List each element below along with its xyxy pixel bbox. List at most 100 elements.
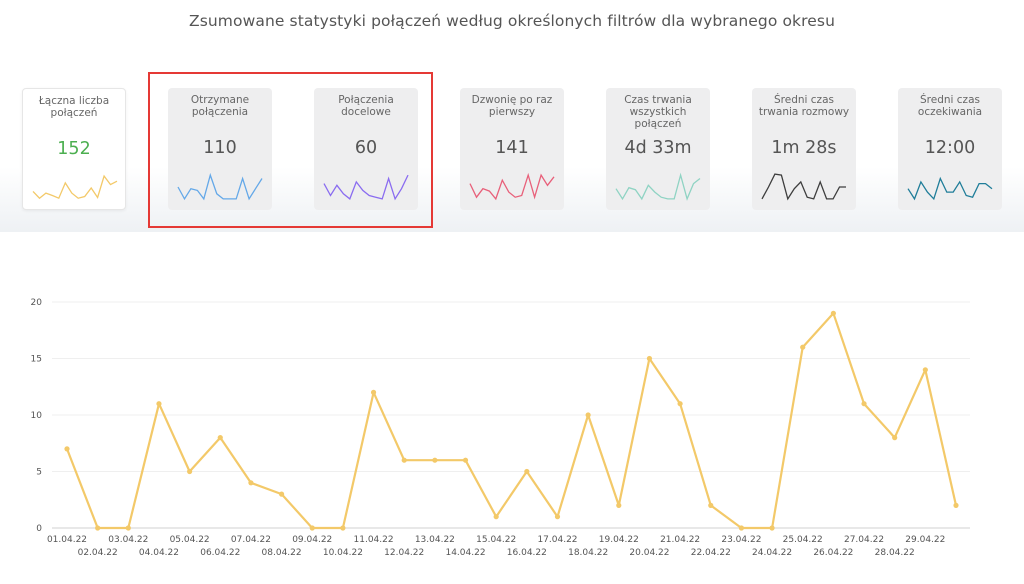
kpi-label: Dzwonię po raz pierwszy [471, 94, 553, 118]
x-tick-label: 21.04.22 [660, 535, 700, 545]
x-tick-label: 27.04.22 [844, 535, 884, 545]
data-point [125, 525, 131, 531]
x-tick-label: 14.04.22 [445, 548, 485, 558]
data-point [554, 514, 561, 520]
x-tick-label: 20.04.22 [629, 548, 669, 558]
kpi-card-avg_call[interactable]: Średni czas trwania rozmowy 1m 28s [752, 88, 856, 210]
x-tick-label: 24.04.22 [752, 548, 792, 558]
kpi-sparkline [615, 172, 701, 201]
data-point [156, 401, 162, 407]
data-point [217, 435, 223, 441]
x-tick-label: 26.04.22 [813, 548, 853, 558]
kpi-label: Średni czas oczekiwania [917, 94, 983, 118]
kpi-sparkline [177, 172, 263, 201]
data-point [892, 435, 898, 441]
data-point [493, 514, 499, 520]
data-point [432, 457, 438, 463]
x-tick-label: 25.04.22 [783, 535, 823, 545]
daily-calls-line-chart: 0 5 10 15 20 01.04.22 02.04.22 03.04.22 04.04.22… [31, 298, 970, 558]
data-point [677, 401, 683, 407]
kpi-label: Średni czas trwania rozmowy [758, 94, 850, 118]
data-point [830, 310, 836, 316]
x-tick-label: 17.04.22 [537, 535, 577, 545]
kpi-sparkline [907, 176, 993, 201]
data-point [616, 502, 622, 508]
data-point [64, 446, 70, 452]
kpi-label: Otrzymane połączenia [190, 94, 250, 118]
kpi-value: 141 [495, 138, 529, 158]
x-tick-label: 16.04.22 [507, 548, 547, 558]
y-tick-label: 5 [36, 468, 42, 478]
data-point [524, 468, 530, 475]
data-point [708, 502, 714, 508]
data-point [953, 502, 959, 508]
x-tick-label: 23.04.22 [721, 535, 761, 545]
data-point [340, 525, 346, 531]
sparkline-path [469, 172, 555, 201]
kpi-value: 12:00 [924, 138, 976, 158]
page-title: Zsumowane statystyki połączeń według okr… [188, 12, 835, 30]
kpi-value: 1m 28s [771, 138, 837, 158]
kpi-value: 60 [354, 138, 378, 158]
kpi-value: 152 [57, 139, 91, 159]
x-tick-label: 19.04.22 [599, 535, 639, 545]
x-tick-label: 05.04.22 [170, 535, 210, 545]
x-tick-label: 12.04.22 [384, 548, 424, 558]
kpi-label: Połączenia docelowe [338, 94, 394, 118]
data-point [462, 457, 469, 463]
data-point [278, 491, 285, 497]
kpi-sparkline [761, 173, 846, 201]
kpi-value: 110 [203, 138, 237, 158]
x-tick-label: 09.04.22 [292, 535, 332, 545]
kpi-card-received[interactable]: Otrzymane połączenia 110 [168, 88, 272, 210]
x-tick-label: 01.04.22 [47, 535, 87, 545]
x-tick-label: 18.04.22 [568, 548, 608, 558]
x-tick-label: 08.04.22 [262, 548, 302, 558]
y-tick-label: 20 [31, 298, 43, 308]
y-tick-label: 15 [31, 355, 42, 365]
kpi-card-avg_wait[interactable]: Średni czas oczekiwania 12:00 [898, 88, 1002, 210]
kpi-card-first[interactable]: Dzwonię po raz pierwszy 141 [460, 88, 564, 210]
x-tick-label: 03.04.22 [108, 535, 148, 545]
x-tick-label: 13.04.22 [415, 535, 455, 545]
x-tick-label: 11.04.22 [354, 535, 394, 545]
highlight-box [148, 72, 433, 228]
data-point [585, 412, 591, 418]
data-point [738, 525, 745, 531]
kpi-sparkline [323, 174, 409, 201]
x-tick-label: 22.04.22 [691, 548, 731, 558]
data-point [309, 525, 315, 531]
data-point [769, 525, 775, 531]
sparkline-path [32, 174, 118, 200]
sparkline-path [761, 173, 846, 201]
kpi-sparkline [32, 174, 118, 200]
y-tick-label: 0 [36, 524, 42, 534]
x-tick-label: 28.04.22 [875, 548, 915, 558]
kpi-value: 4d 33m [624, 138, 692, 158]
kpi-card-duration[interactable]: Czas trwania wszystkich połączeń 4d 33m [606, 88, 710, 210]
x-tick-label: 04.04.22 [139, 548, 179, 558]
sparkline-path [907, 176, 993, 201]
series-line [65, 312, 958, 530]
data-point [646, 355, 653, 362]
data-point [95, 525, 101, 531]
data-point [370, 389, 377, 395]
x-tick-label: 10.04.22 [323, 548, 363, 558]
data-point [800, 344, 806, 350]
x-tick-label: 06.04.22 [200, 548, 240, 558]
y-tick-label: 10 [31, 411, 43, 421]
kpi-card-target[interactable]: Połączenia docelowe 60 [314, 88, 418, 210]
sparkline-path [177, 172, 263, 201]
kpi-card-total[interactable]: Łączna liczba połączeń 152 [22, 88, 126, 210]
data-point [861, 401, 867, 407]
data-point [187, 468, 193, 475]
kpi-label: Czas trwania wszystkich połączeń [624, 94, 692, 130]
x-tick-label: 02.04.22 [78, 548, 118, 558]
sparkline-path [323, 174, 409, 201]
kpi-sparkline [469, 172, 555, 201]
data-point [922, 367, 928, 373]
sparkline-path [615, 172, 701, 201]
data-point [248, 480, 254, 486]
x-tick-label: 29.04.22 [905, 535, 945, 545]
x-tick-label: 15.04.22 [476, 535, 516, 545]
